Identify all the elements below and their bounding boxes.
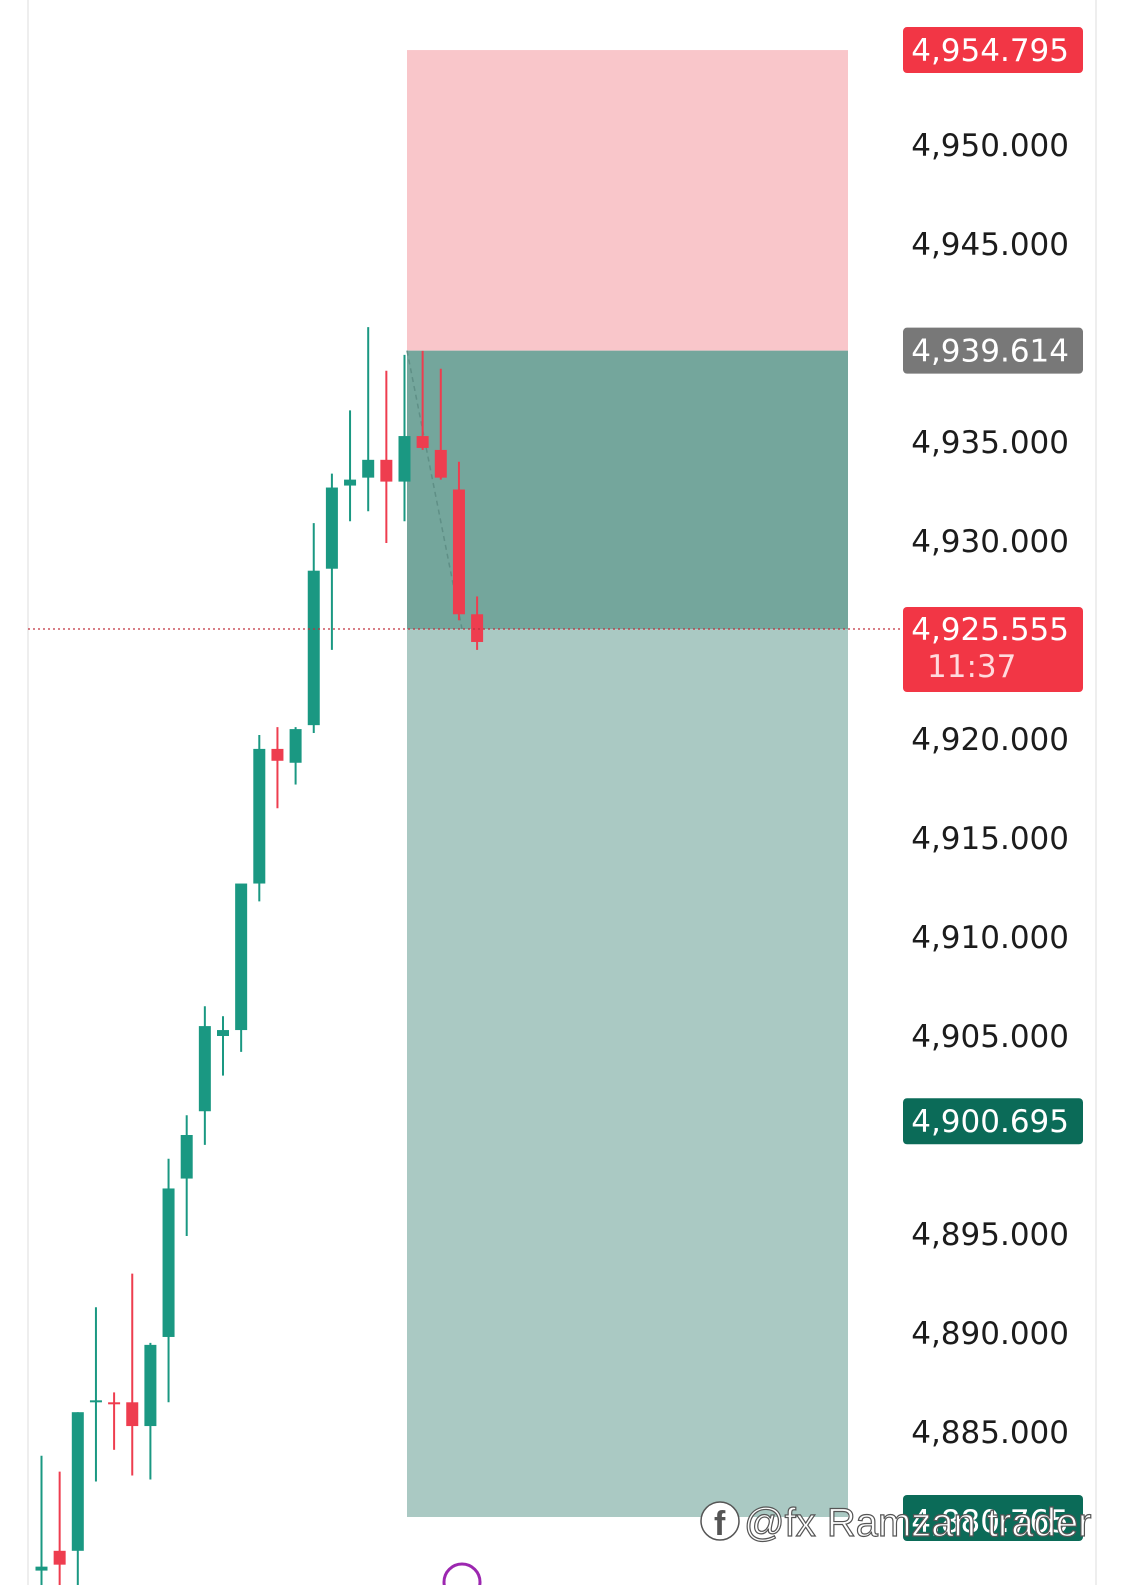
candle (307, 523, 320, 734)
candle (380, 370, 393, 543)
candle (108, 1392, 121, 1450)
price-tick-label: 4,950.000 (911, 128, 1069, 164)
candle-body (71, 1412, 84, 1551)
candle (35, 1455, 48, 1585)
current-price-badge (903, 607, 1083, 693)
stop-loss-badge (903, 27, 1083, 74)
candle (416, 350, 429, 450)
candle (398, 354, 411, 522)
candle (126, 1273, 139, 1476)
watermark-text: @fx Ramzan trader (744, 1501, 1091, 1545)
candle-body (307, 570, 320, 726)
candle-body (126, 1402, 139, 1427)
risk-zone (407, 50, 848, 351)
chart-frame (27, 0, 1097, 1585)
candle-body (35, 1566, 48, 1571)
candle (162, 1158, 175, 1403)
facebook-icon-glyph: f (714, 1505, 726, 1543)
current-price-label: 4,925.555 (911, 612, 1069, 648)
price-tick-label: 4,920.000 (911, 722, 1069, 758)
lower-bound-label: 4,880.765 (911, 1504, 1069, 1540)
candle (344, 410, 357, 522)
candle (180, 1115, 193, 1236)
price-axis[interactable]: 4,950.000 4,945.000 4,935.000 4,930.000 4,92… (911, 128, 1069, 1451)
candle-body (89, 1400, 102, 1403)
candle-body (217, 1030, 229, 1036)
candle (289, 727, 302, 785)
candle-body (398, 436, 411, 482)
price-tick-label: 4,915.000 (911, 821, 1069, 857)
candle (452, 461, 465, 621)
candle (144, 1342, 157, 1480)
stop-loss-label: 4,954.795 (911, 33, 1069, 69)
price-tick-label: 4,935.000 (911, 425, 1069, 461)
candle-body (144, 1344, 157, 1427)
candle (198, 1006, 211, 1145)
candle-body (452, 489, 465, 615)
candle-body (471, 614, 484, 642)
candle-body (380, 459, 393, 482)
candle-body (289, 729, 302, 763)
price-tick-label: 4,905.000 (911, 1019, 1069, 1055)
candles (35, 327, 484, 1585)
price-tick-label: 4,885.000 (911, 1415, 1069, 1451)
position-trend-line (406, 350, 463, 630)
candle-body (180, 1135, 193, 1179)
candle (217, 1016, 229, 1076)
candle (434, 368, 447, 480)
short-position-tool[interactable] (406, 50, 848, 1517)
candle-body (53, 1550, 66, 1565)
candle-body (362, 459, 375, 478)
candle (235, 883, 248, 1052)
candle (71, 1412, 84, 1585)
candle-body (108, 1402, 121, 1405)
candle (471, 596, 484, 650)
candle (362, 327, 375, 512)
lower-bound-badge (903, 1495, 1083, 1541)
candle-body (253, 748, 266, 884)
take-profit-badge (903, 1098, 1083, 1145)
price-tick-label: 4,895.000 (911, 1217, 1069, 1253)
candle-body (235, 883, 248, 1031)
candle (325, 473, 338, 650)
candle-body (325, 487, 338, 569)
candle-body (344, 479, 357, 486)
price-tick-label: 4,910.000 (911, 920, 1069, 956)
candle-body (416, 436, 429, 448)
candle (53, 1471, 66, 1585)
entry-label: 4,939.614 (911, 334, 1069, 370)
candle-body (434, 449, 447, 478)
take-profit-label: 4,900.695 (911, 1104, 1069, 1140)
candle (271, 727, 284, 809)
reward-zone (407, 629, 848, 1517)
candle-body (271, 748, 284, 761)
candle-body (198, 1026, 211, 1112)
entry-badge (903, 327, 1083, 374)
facebook-icon (700, 1501, 740, 1541)
candle-body (162, 1188, 175, 1337)
price-badges: 4,954.795 4,939.614 4,900.695 4,925.55511:3… (903, 27, 1083, 1541)
candle (89, 1307, 102, 1482)
price-tick-label: 4,945.000 (911, 227, 1069, 263)
bar-countdown-label: 11:37 (927, 649, 1016, 685)
price-tick-label: 4,890.000 (911, 1316, 1069, 1352)
price-tick-label: 4,930.000 (911, 524, 1069, 560)
candle (253, 735, 266, 902)
active-profit-zone (407, 350, 848, 630)
watermark: f @fx Ramzan trader (700, 1500, 1092, 1546)
bottom-indicator-icon[interactable] (442, 1562, 482, 1585)
